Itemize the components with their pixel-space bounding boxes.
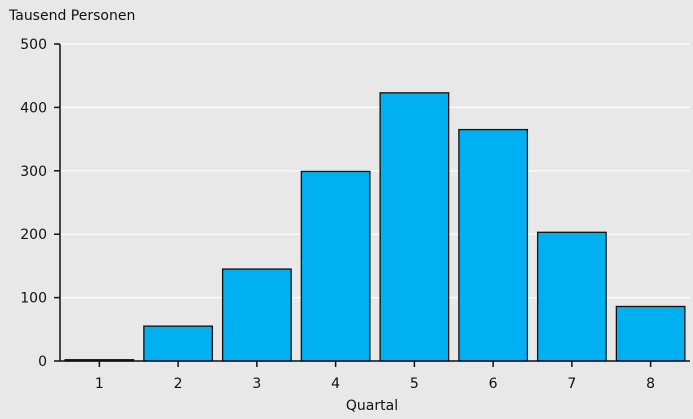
y-tick-label: 500 [20, 37, 47, 53]
x-tick-label: 4 [331, 376, 340, 392]
x-tick-label: 3 [252, 376, 261, 392]
x-tick-label: 5 [410, 376, 419, 392]
bar-5 [379, 92, 450, 362]
bar-2 [143, 325, 214, 362]
bar-4 [300, 170, 371, 362]
bar-8 [615, 305, 686, 362]
bars [64, 92, 686, 362]
x-tick-label: 7 [567, 376, 576, 392]
axes [59, 44, 690, 362]
y-axis-title: Tausend Personen [8, 8, 135, 24]
x-tick-label: 8 [646, 376, 655, 392]
y-tick-label: 200 [20, 227, 47, 243]
y-ticks: 0 100 200 300 400 500 [20, 37, 60, 370]
bar-7 [536, 231, 607, 362]
x-tick-label: 6 [489, 376, 498, 392]
y-tick-label: 0 [38, 354, 47, 370]
y-tick-label: 400 [20, 100, 47, 116]
y-tick-label: 100 [20, 291, 47, 307]
x-tick-label: 2 [174, 376, 183, 392]
y-tick-label: 300 [20, 164, 47, 180]
x-tick-label: 1 [95, 376, 104, 392]
x-axis-title: Quartal [346, 398, 398, 414]
x-ticks: 1 2 3 4 5 6 7 8 [95, 361, 655, 392]
bar-6 [458, 128, 529, 362]
bar-3 [221, 268, 292, 362]
